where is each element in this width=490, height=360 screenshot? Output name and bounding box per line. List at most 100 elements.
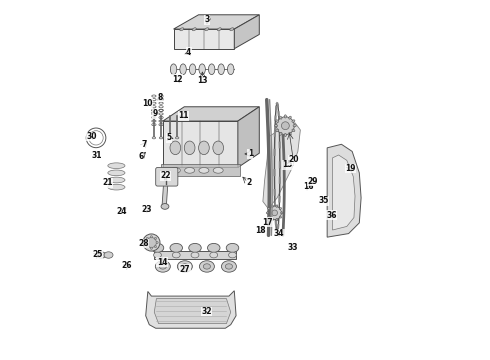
Ellipse shape <box>276 120 279 122</box>
Ellipse shape <box>281 122 289 130</box>
Text: 2: 2 <box>246 178 251 187</box>
Polygon shape <box>154 251 236 259</box>
Text: 26: 26 <box>122 261 132 270</box>
Polygon shape <box>173 15 259 29</box>
Ellipse shape <box>279 216 282 218</box>
Polygon shape <box>163 107 259 121</box>
Ellipse shape <box>185 167 195 173</box>
Ellipse shape <box>228 252 237 258</box>
Ellipse shape <box>274 125 278 127</box>
Ellipse shape <box>171 167 180 173</box>
Text: 14: 14 <box>157 258 168 267</box>
Polygon shape <box>238 107 259 167</box>
Polygon shape <box>263 123 300 208</box>
Ellipse shape <box>181 264 189 269</box>
Ellipse shape <box>266 212 269 214</box>
Polygon shape <box>173 29 234 49</box>
Text: 9: 9 <box>152 109 158 118</box>
Ellipse shape <box>268 208 270 210</box>
Ellipse shape <box>289 116 291 119</box>
Ellipse shape <box>151 243 164 252</box>
Text: 22: 22 <box>160 171 171 180</box>
Ellipse shape <box>268 206 281 220</box>
Ellipse shape <box>155 261 171 272</box>
Text: 32: 32 <box>201 307 212 316</box>
Text: 28: 28 <box>138 239 148 248</box>
Polygon shape <box>162 184 168 205</box>
Ellipse shape <box>218 64 224 75</box>
Ellipse shape <box>292 120 295 122</box>
Ellipse shape <box>172 252 180 258</box>
Text: 30: 30 <box>87 132 98 141</box>
Text: 35: 35 <box>318 196 329 205</box>
Ellipse shape <box>205 28 209 31</box>
Polygon shape <box>161 164 240 176</box>
Text: 11: 11 <box>178 111 189 120</box>
Text: 20: 20 <box>288 155 298 164</box>
Ellipse shape <box>177 261 193 272</box>
Text: 13: 13 <box>197 76 208 85</box>
Ellipse shape <box>147 238 156 248</box>
Text: 4: 4 <box>186 48 191 57</box>
Ellipse shape <box>152 137 156 139</box>
Ellipse shape <box>284 115 287 118</box>
Text: 5: 5 <box>167 133 172 142</box>
Ellipse shape <box>203 264 211 269</box>
Text: 10: 10 <box>143 99 153 108</box>
Ellipse shape <box>213 167 223 173</box>
Polygon shape <box>146 291 236 328</box>
Text: 3: 3 <box>205 15 210 24</box>
Ellipse shape <box>199 261 215 272</box>
Ellipse shape <box>159 137 163 139</box>
Ellipse shape <box>108 177 125 183</box>
Ellipse shape <box>227 64 234 75</box>
Polygon shape <box>327 144 361 237</box>
Ellipse shape <box>153 252 161 258</box>
Text: 27: 27 <box>180 265 190 274</box>
Ellipse shape <box>175 137 179 139</box>
Ellipse shape <box>276 129 279 131</box>
Ellipse shape <box>189 243 201 252</box>
Ellipse shape <box>279 208 282 210</box>
Ellipse shape <box>210 252 218 258</box>
Ellipse shape <box>276 219 278 221</box>
Ellipse shape <box>190 64 196 75</box>
Ellipse shape <box>198 141 209 155</box>
Ellipse shape <box>97 252 106 258</box>
Ellipse shape <box>218 28 221 31</box>
Text: 21: 21 <box>102 178 113 187</box>
Text: 19: 19 <box>345 164 356 173</box>
Ellipse shape <box>180 28 184 31</box>
Ellipse shape <box>279 132 282 135</box>
Text: 17: 17 <box>262 218 273 227</box>
Ellipse shape <box>156 242 158 244</box>
Ellipse shape <box>213 141 223 155</box>
Ellipse shape <box>159 264 167 269</box>
Ellipse shape <box>284 134 287 136</box>
Ellipse shape <box>225 264 232 269</box>
Ellipse shape <box>268 216 270 218</box>
Ellipse shape <box>272 210 277 216</box>
Polygon shape <box>163 121 238 167</box>
Text: 6: 6 <box>139 152 144 161</box>
Text: 33: 33 <box>288 243 298 252</box>
Text: 23: 23 <box>142 205 152 214</box>
Ellipse shape <box>150 236 152 238</box>
Text: 25: 25 <box>93 250 103 259</box>
Ellipse shape <box>221 261 237 272</box>
Ellipse shape <box>143 234 160 251</box>
Ellipse shape <box>199 64 205 75</box>
Text: 7: 7 <box>142 140 147 149</box>
Text: 18: 18 <box>255 226 266 235</box>
Ellipse shape <box>108 170 125 176</box>
Ellipse shape <box>276 205 278 207</box>
Ellipse shape <box>104 252 113 258</box>
Ellipse shape <box>226 243 239 252</box>
Ellipse shape <box>289 132 291 135</box>
Ellipse shape <box>184 141 195 155</box>
Ellipse shape <box>147 246 148 248</box>
Ellipse shape <box>154 237 156 239</box>
Polygon shape <box>333 155 355 230</box>
Text: 12: 12 <box>172 75 183 84</box>
Text: 16: 16 <box>303 182 314 191</box>
